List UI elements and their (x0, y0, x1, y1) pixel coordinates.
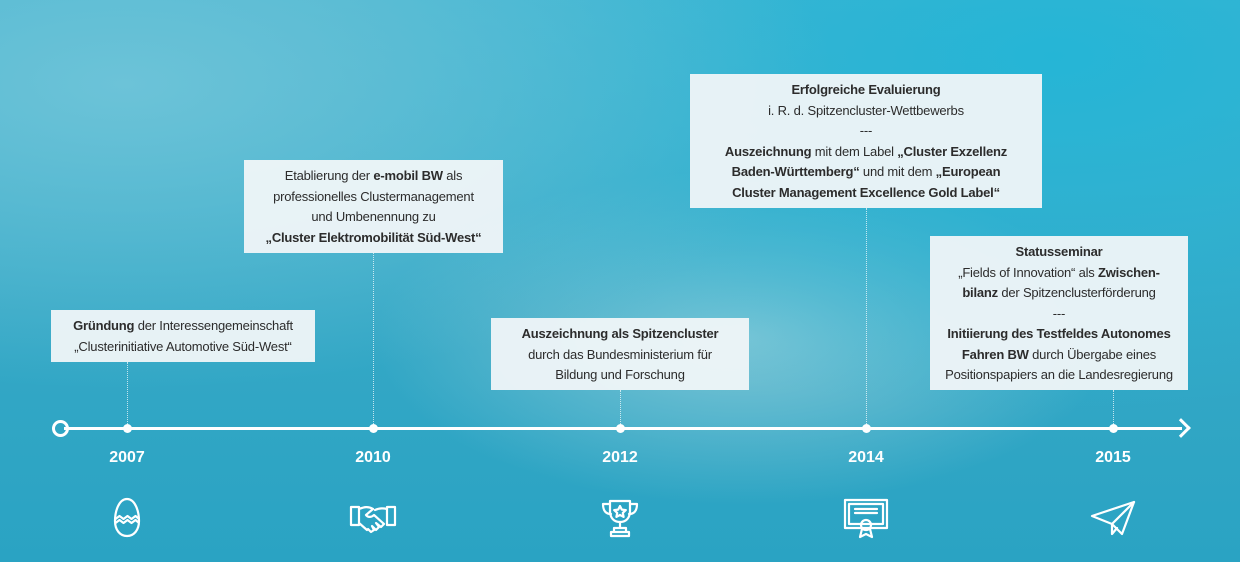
timeline-dot-2012 (616, 424, 625, 433)
text: i. R. d. Spitzencluster-Wettbewerbs (768, 102, 964, 118)
text: der Interessengemeinschaft (134, 318, 293, 333)
milestone-text-line: durch das Bundesministerium für (495, 345, 745, 366)
text: der Spitzenclusterförderung (997, 285, 1156, 300)
egg-icon (102, 495, 152, 539)
milestone-text-line: i. R. d. Spitzencluster-Wettbewerbs (694, 101, 1038, 122)
bold-text: Zwischen- (1098, 264, 1160, 280)
bold-text: e-mobil BW (373, 168, 443, 183)
milestone-box-2015: Statusseminar „Fields of Innovation“ als … (930, 236, 1188, 390)
timeline-dot-2010 (369, 424, 378, 433)
year-label: 2010 (355, 449, 391, 466)
timeline-dot-2015 (1109, 424, 1118, 433)
milestone-text-line: --- (934, 304, 1184, 325)
year-label: 2015 (1095, 449, 1131, 466)
milestone-text-line: und Umbenennung zu (248, 207, 499, 228)
milestone-text-line: Auszeichnung als Spitzencluster (495, 324, 745, 345)
bold-text: Baden-Württemberg“ (731, 164, 860, 179)
milestone-text-line: bilanz der Spitzenclusterförderung (934, 283, 1184, 304)
milestone-text-line: „Clusterinitiative Automotive Süd-West“ (55, 337, 311, 358)
bold-text: Erfolgreiche Evaluierung (791, 82, 941, 97)
text: --- (859, 123, 873, 138)
text: als (442, 168, 463, 183)
milestone-box-2007: Gründung der Interessengemeinschaft „Clus… (51, 310, 315, 362)
trophy-icon (595, 495, 645, 539)
handshake-icon (348, 495, 398, 539)
milestone-box-2012: Auszeichnung als Spitzencluster durch das… (491, 318, 749, 390)
milestone-text-line: „Cluster Elektromobilität Süd-West“ (248, 228, 499, 249)
text: durch das Bundesministerium für (528, 346, 712, 362)
milestone-text-line: Baden-Württemberg“ und mit dem „European (694, 162, 1038, 183)
connector-line (1113, 390, 1114, 428)
text: Positionspapiers an die Landesregierung (945, 367, 1173, 382)
year-label: 2014 (848, 449, 884, 466)
text: Bildung und Forschung (555, 367, 685, 382)
connector-line (373, 253, 374, 428)
arrow-right-icon (1171, 418, 1191, 438)
bold-text: Gründung (73, 318, 135, 333)
connector-line (127, 362, 128, 428)
text: Etablierung der (284, 168, 374, 183)
milestone-text-line: Erfolgreiche Evaluierung (694, 80, 1038, 101)
milestone-text-line: Auszeichnung mit dem Label „Cluster Exze… (694, 142, 1038, 163)
milestone-text-line: Etablierung der e-mobil BW als (248, 166, 499, 187)
milestone-text-line: Bildung und Forschung (495, 365, 745, 386)
milestone-box-2010: Etablierung der e-mobil BW als profession… (244, 160, 503, 253)
text: durch Übergabe eines (1028, 346, 1157, 362)
timeline-start-marker (52, 420, 69, 437)
text: mit dem Label (811, 143, 898, 159)
paper-plane-icon (1088, 495, 1138, 539)
milestone-text-line: Fahren BW durch Übergabe eines (934, 345, 1184, 366)
connector-line (866, 208, 867, 428)
text: --- (1052, 305, 1066, 321)
milestone-box-2014: Erfolgreiche Evaluierung i. R. d. Spitzen… (690, 74, 1042, 208)
year-label: 2012 (602, 449, 638, 466)
milestone-text-line: Initiierung des Testfeldes Autonomes (934, 324, 1184, 345)
connector-line (620, 390, 621, 428)
text: „Clusterinitiative Automotive Süd-West“ (74, 338, 292, 354)
milestone-text-line: professionelles Clustermanagement (248, 187, 499, 208)
bold-text: Statusseminar (1015, 244, 1103, 259)
certificate-icon (841, 495, 891, 539)
bold-text: Auszeichnung als Spitzencluster (521, 326, 719, 341)
text: „Fields of Innovation“ als (958, 264, 1099, 280)
bold-text: „Cluster Elektromobilität Süd-West“ (265, 229, 482, 245)
milestone-text-line: „Fields of Innovation“ als Zwischen- (934, 263, 1184, 284)
milestone-text-line: Statusseminar (934, 242, 1184, 263)
milestone-text-line: Positionspapiers an die Landesregierung (934, 365, 1184, 386)
milestone-text-line: Gründung der Interessengemeinschaft (55, 316, 311, 337)
bold-text: Fahren BW (961, 346, 1029, 362)
milestone-text-line: --- (694, 121, 1038, 142)
bold-text: Initiierung des Testfeldes Autonomes (947, 326, 1171, 341)
bold-text: „Cluster Exzellenz (897, 143, 1008, 159)
year-label: 2007 (109, 449, 145, 466)
text: und mit dem (859, 164, 936, 179)
bold-text: bilanz (962, 285, 998, 300)
timeline-dot-2014 (862, 424, 871, 433)
bold-text: Cluster Management Excellence Gold Label… (732, 184, 1000, 200)
text: und Umbenennung zu (311, 209, 436, 224)
bold-text: „European (935, 164, 1001, 179)
timeline-dot-2007 (123, 424, 132, 433)
bold-text: Auszeichnung (724, 143, 812, 159)
text: professionelles Clustermanagement (273, 188, 474, 204)
milestone-text-line: Cluster Management Excellence Gold Label… (694, 183, 1038, 204)
